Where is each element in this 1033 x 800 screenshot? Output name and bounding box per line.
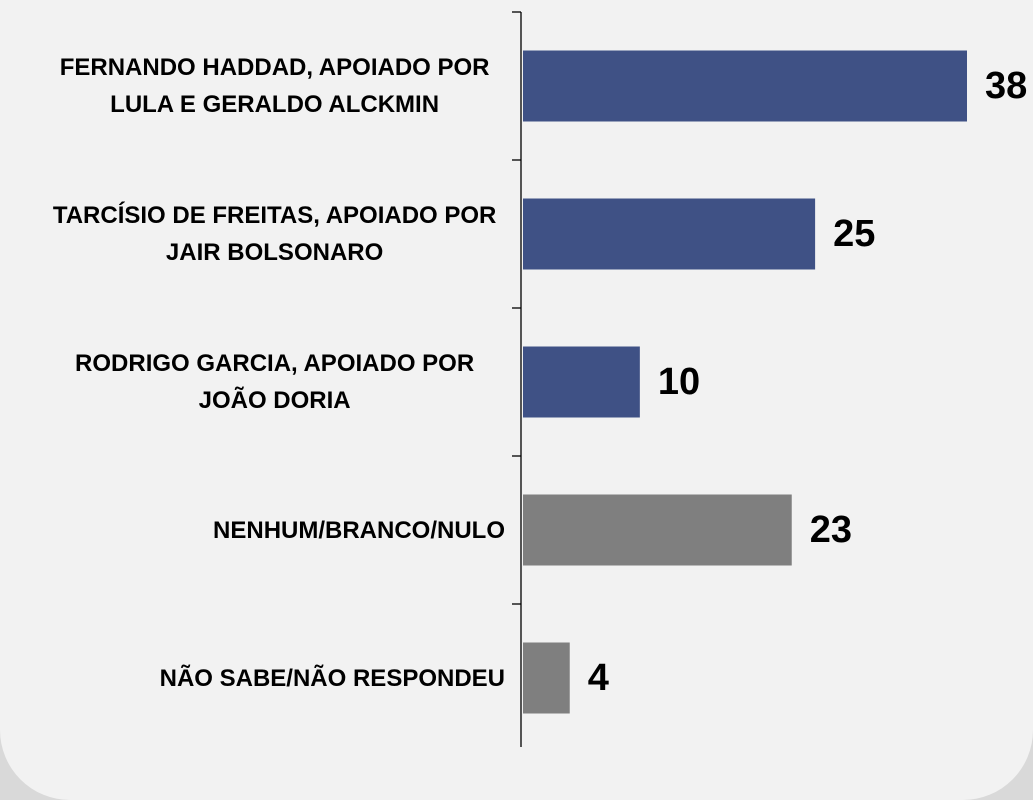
- value-label: 10: [658, 361, 700, 403]
- category-label-box: FERNANDO HADDAD, APOIADO POR LULA E GERA…: [44, 12, 505, 160]
- category-label-box: RODRIGO GARCIA, APOIADO POR JOÃO DORIA: [44, 308, 505, 456]
- category-label-box: NENHUM/BRANCO/NULO: [213, 456, 505, 604]
- value-label: 25: [833, 213, 875, 255]
- category-label: NENHUM/BRANCO/NULO: [213, 516, 505, 544]
- value-label: 23: [810, 509, 852, 551]
- bar: [523, 50, 967, 122]
- category-label: FERNANDO HADDAD, APOIADO POR LULA E GERA…: [59, 54, 490, 118]
- value-label: 4: [588, 657, 609, 699]
- category-label-box: TARCÍSIO DE FREITAS, APOIADO POR JAIR BO…: [44, 160, 505, 308]
- category-label: TARCÍSIO DE FREITAS, APOIADO POR JAIR BO…: [52, 202, 497, 266]
- bar: [523, 642, 570, 714]
- category-label: NÃO SABE/NÃO RESPONDEU: [159, 664, 505, 692]
- bar: [523, 198, 816, 270]
- category-label: RODRIGO GARCIA, APOIADO POR JOÃO DORIA: [75, 350, 475, 414]
- bar: [523, 346, 640, 418]
- category-label-box: NÃO SABE/NÃO RESPONDEU: [160, 604, 505, 752]
- chart: 38 25 10 23 4 FERNANDO HADDAD, APOIADO POR L…: [44, 11, 1027, 747]
- bar: [523, 494, 792, 566]
- value-label: 38: [985, 65, 1027, 107]
- plot: 38 25 10 23 4: [512, 11, 1027, 747]
